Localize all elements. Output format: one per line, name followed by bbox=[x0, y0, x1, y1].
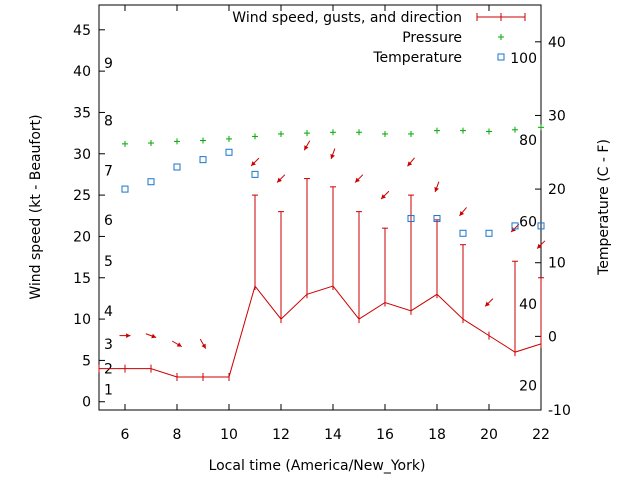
y-axis-right-label: Temperature (C - F) bbox=[596, 139, 612, 276]
y-left-tick-label: 5 bbox=[82, 353, 91, 369]
x-tick-label: 10 bbox=[220, 427, 238, 443]
wind-line bbox=[99, 284, 542, 378]
temperature-point bbox=[485, 229, 493, 237]
x-tick-label: 22 bbox=[532, 427, 550, 443]
beaufort-label: 7 bbox=[104, 163, 113, 179]
y-axis-left-label: Wind speed (kt - Beaufort) bbox=[28, 114, 44, 299]
x-tick-label: 18 bbox=[428, 427, 446, 443]
fahrenheit-label: 80 bbox=[519, 133, 537, 149]
temperature-point bbox=[199, 156, 207, 164]
direction-arrowhead bbox=[407, 161, 413, 167]
fahrenheit-label: 60 bbox=[519, 214, 537, 230]
beaufort-label: 3 bbox=[104, 337, 113, 353]
temperature-point bbox=[251, 170, 259, 178]
beaufort-label: 4 bbox=[104, 304, 113, 320]
y-right-tick-label: 20 bbox=[548, 182, 566, 198]
direction-arrowhead bbox=[277, 177, 282, 183]
temperature-point bbox=[433, 215, 441, 223]
direction-arrowhead bbox=[459, 210, 465, 216]
temperature-point bbox=[459, 229, 467, 237]
legend-label-pressure: Pressure bbox=[402, 30, 462, 46]
plot-frame bbox=[98, 4, 542, 411]
y-right-tick-label: 0 bbox=[548, 329, 557, 345]
legend-swatch-temperature bbox=[497, 53, 505, 61]
direction-arrowhead bbox=[537, 243, 542, 249]
temperature-point bbox=[225, 148, 233, 156]
temperature-point bbox=[511, 222, 519, 230]
fahrenheit-label: 20 bbox=[519, 379, 537, 395]
direction-arrowhead bbox=[485, 301, 490, 307]
pressure-series bbox=[122, 124, 544, 147]
beaufort-label: 1 bbox=[104, 382, 113, 398]
beaufort-label: 8 bbox=[104, 114, 113, 130]
temperature-point bbox=[537, 222, 545, 230]
temperature-point bbox=[121, 185, 129, 193]
fahrenheit-label: 100 bbox=[510, 51, 537, 67]
y-left-tick-label: 40 bbox=[73, 64, 91, 80]
direction-arrowhead bbox=[355, 177, 360, 183]
y-left-tick-label: 45 bbox=[73, 23, 91, 39]
temperature-point bbox=[147, 178, 155, 186]
x-tick-label: 8 bbox=[173, 427, 182, 443]
wind-series bbox=[98, 282, 542, 381]
x-tick-label: 20 bbox=[480, 427, 498, 443]
beaufort-label: 6 bbox=[104, 213, 113, 229]
y-right-tick-label: -10 bbox=[548, 403, 571, 419]
x-tick-label: 14 bbox=[324, 427, 342, 443]
direction-arrowhead bbox=[151, 333, 157, 339]
temperature-point bbox=[173, 163, 181, 171]
beaufort-label: 2 bbox=[104, 362, 113, 378]
legend-label-temperature: Temperature bbox=[372, 50, 462, 66]
y-left-tick-label: 10 bbox=[73, 312, 91, 328]
beaufort-label: 5 bbox=[104, 254, 113, 270]
x-tick-label: 16 bbox=[376, 427, 394, 443]
direction-arrowhead bbox=[381, 194, 386, 199]
x-axis-label: Local time (America/New_York) bbox=[209, 458, 426, 474]
y-right-tick-label: 30 bbox=[548, 108, 566, 124]
temperature-point bbox=[407, 215, 415, 223]
gust-bars bbox=[252, 178, 544, 353]
legend-label-wind: Wind speed, gusts, and direction bbox=[232, 10, 462, 26]
y-left-tick-label: 35 bbox=[73, 105, 91, 121]
direction-arrowhead bbox=[201, 343, 206, 349]
beaufort-label: 9 bbox=[104, 56, 113, 72]
y-right-tick-label: 40 bbox=[548, 35, 566, 51]
y-right-tick-label: 10 bbox=[548, 256, 566, 272]
tick-marks: 6 8 10 12 14 16 18 20 22051015202530354045-10010… bbox=[73, 5, 571, 443]
y-left-tick-label: 0 bbox=[82, 395, 91, 411]
y-left-tick-label: 15 bbox=[73, 271, 91, 287]
direction-arrowhead bbox=[126, 333, 131, 339]
direction-arrowhead bbox=[304, 145, 309, 151]
fahrenheit-label: 40 bbox=[519, 297, 537, 313]
x-tick-label: 12 bbox=[272, 427, 290, 443]
y-left-tick-label: 25 bbox=[73, 188, 91, 204]
y-left-tick-label: 20 bbox=[73, 229, 91, 245]
y-left-tick-label: 30 bbox=[73, 147, 91, 163]
direction-arrowhead bbox=[176, 342, 182, 347]
direction-arrowhead bbox=[330, 154, 335, 159]
temperature-series bbox=[121, 148, 545, 237]
legend: Wind speed, gusts, and direction Pressure… bbox=[232, 10, 526, 66]
direction-arrowhead bbox=[434, 187, 439, 193]
x-tick-label: 6 bbox=[121, 427, 130, 443]
direction-arrowhead bbox=[251, 161, 256, 166]
inner-scale-labels: 1 2 3 4 5 6 7 8 9 20 40 60 80 100 bbox=[104, 51, 537, 398]
direction-arrows bbox=[119, 140, 546, 349]
